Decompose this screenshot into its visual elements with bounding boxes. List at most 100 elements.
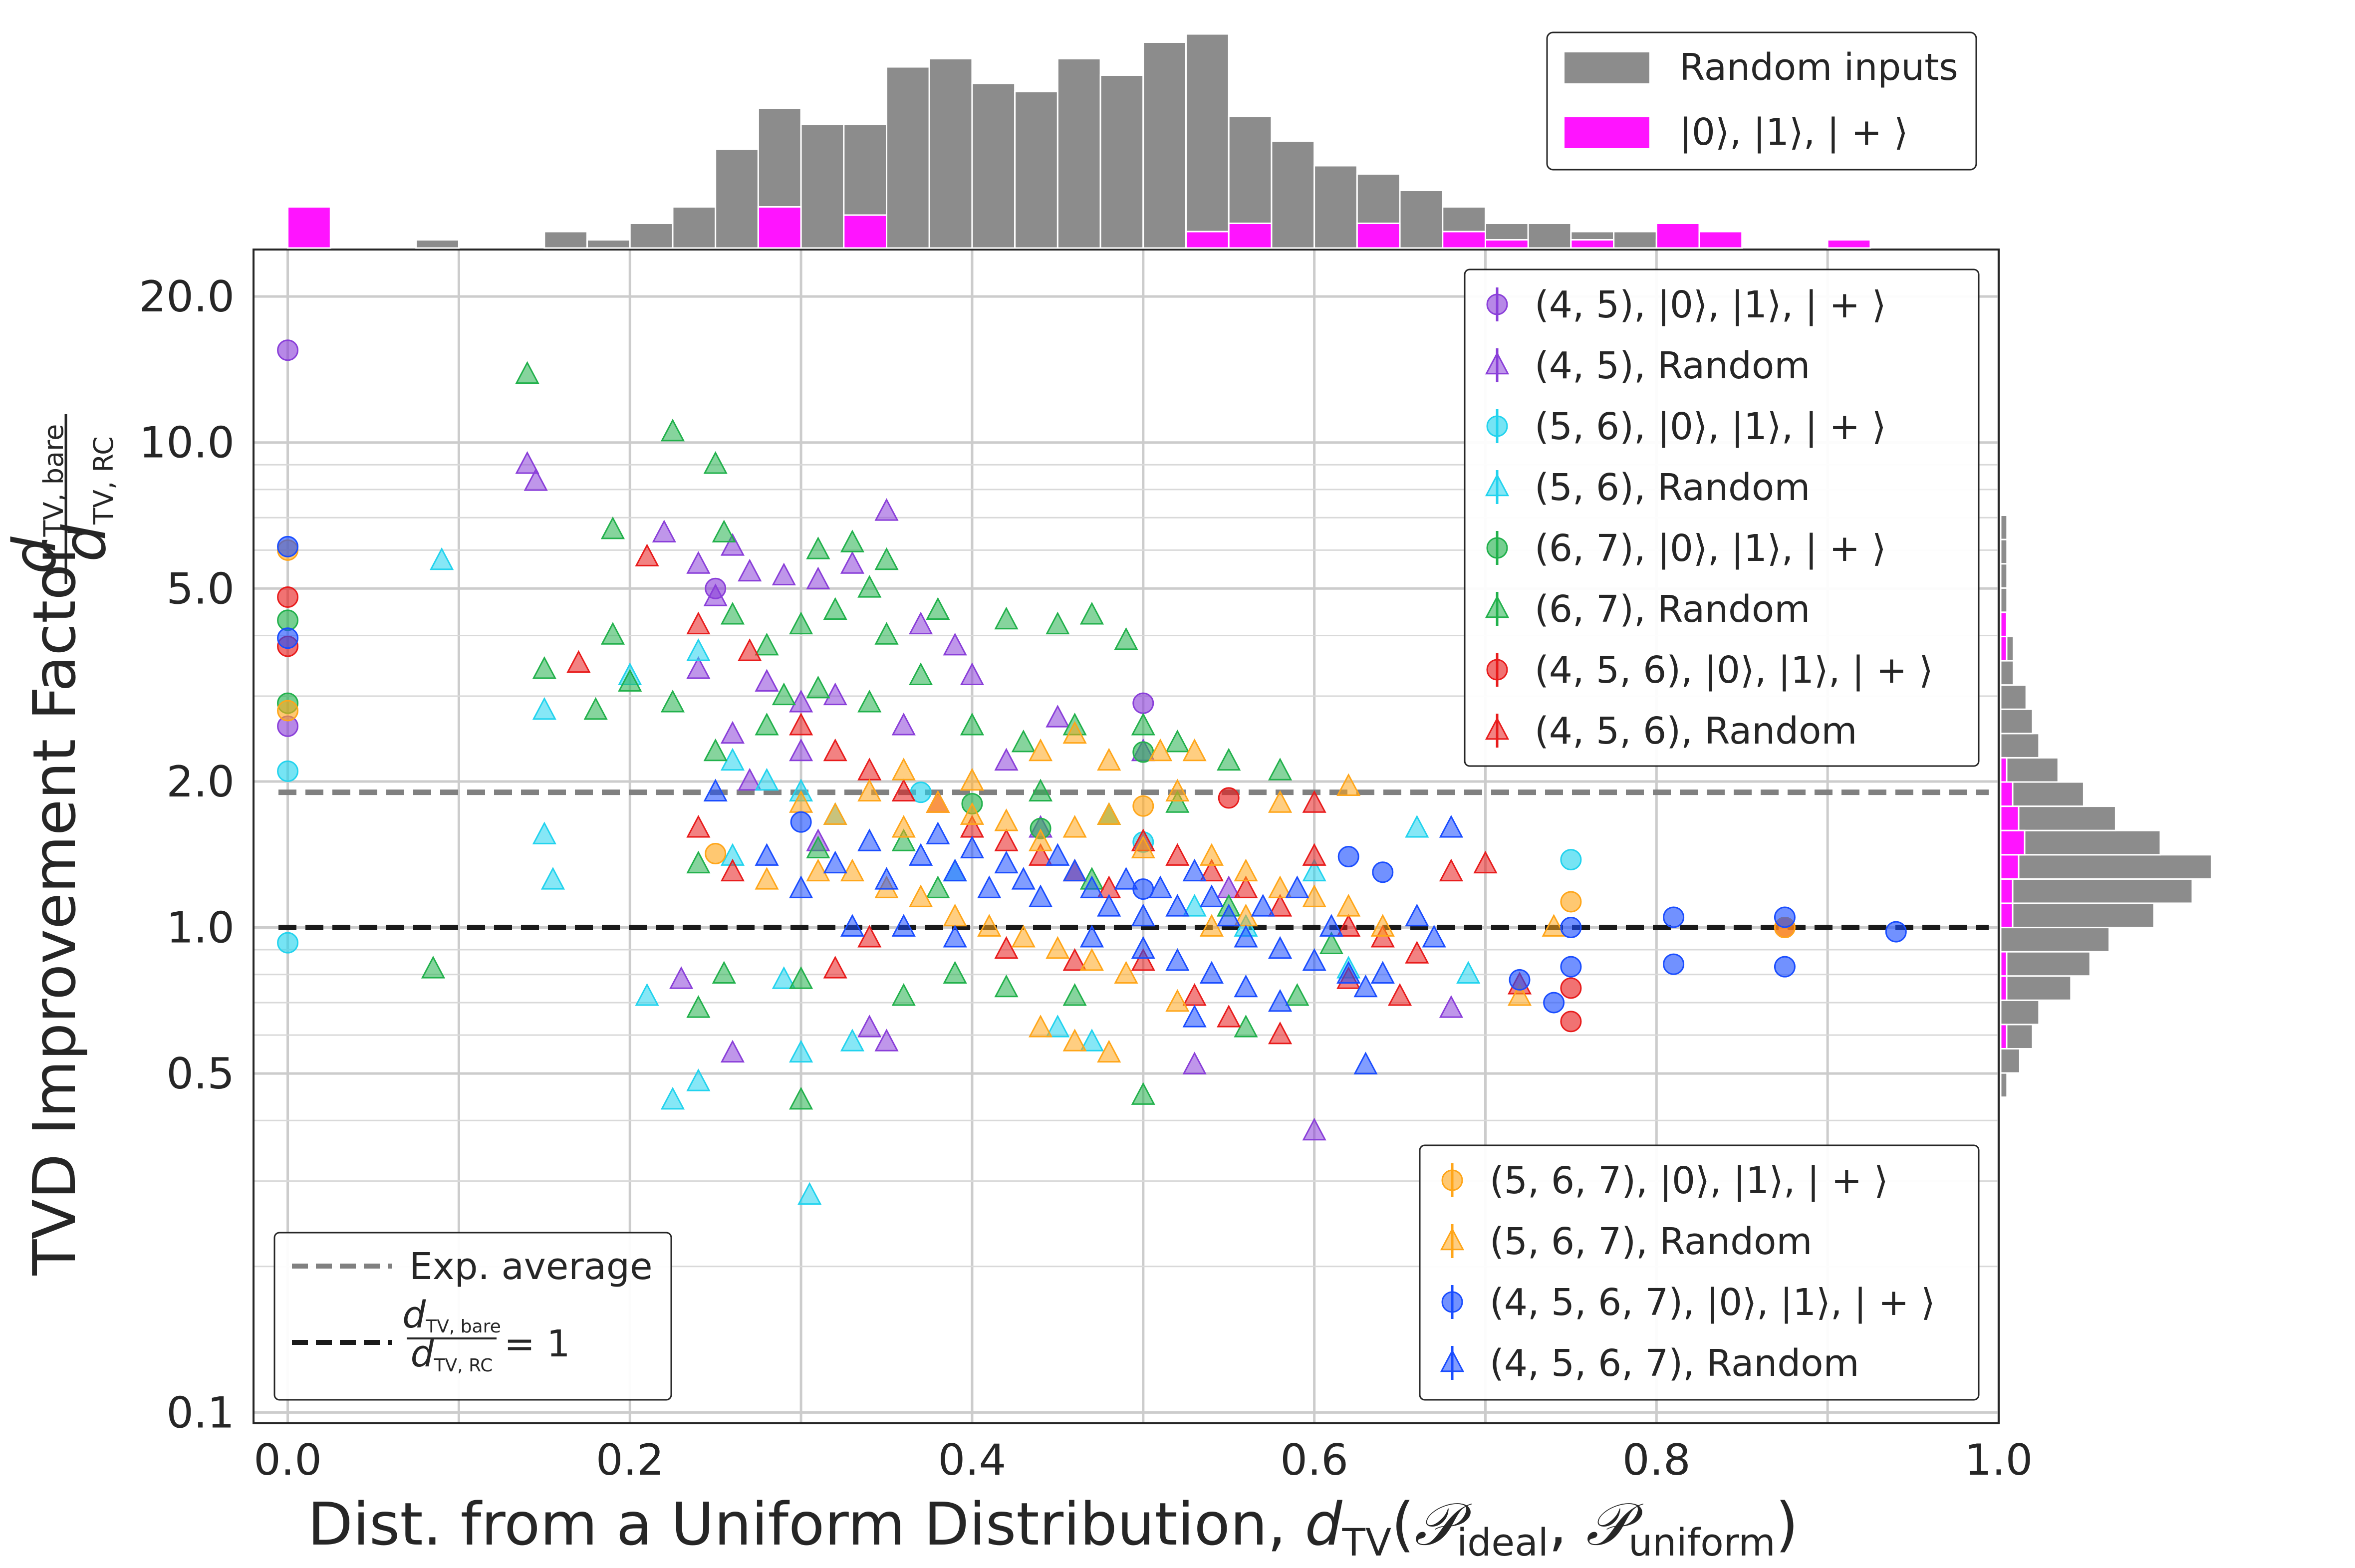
data-point-triangle (943, 961, 967, 984)
data-point-triangle (874, 622, 899, 645)
data-point-triangle (1062, 983, 1087, 1006)
data-point-triangle (1131, 903, 1155, 927)
data-point-triangle (806, 675, 830, 699)
data-point-triangle (686, 814, 711, 838)
data-point-triangle (1302, 884, 1326, 907)
data-point-circle (277, 535, 299, 557)
data-point-triangle (1097, 1040, 1121, 1063)
data-point-triangle (1165, 989, 1190, 1012)
top-hist-bar-special (1570, 239, 1615, 249)
data-point-triangle (789, 966, 813, 989)
data-point-triangle (823, 956, 847, 979)
data-point-circle (1372, 861, 1394, 883)
top-hist-bar-random (800, 124, 845, 249)
svg-text:dTV, bare: dTV, bare (402, 1294, 501, 1337)
data-point-triangle (1114, 961, 1138, 984)
data-point-triangle (1028, 779, 1053, 801)
data-point-triangle (1182, 1005, 1207, 1028)
data-point-circle (1560, 956, 1582, 978)
data-point-triangle (686, 611, 711, 635)
data-point-triangle (1285, 983, 1309, 1006)
top-hist-bar-random (543, 231, 588, 249)
legend-ratio-fraction: dTV, bare dTV, RC (402, 1294, 501, 1376)
data-point-triangle (1234, 924, 1258, 948)
y-tick-label: 0.1 (166, 1388, 235, 1438)
data-point-circle (277, 627, 299, 649)
top-hist-bar-random (886, 66, 930, 249)
data-point-triangle (1302, 843, 1326, 866)
data-point-triangle (652, 520, 676, 542)
legend-label-exp-average: Exp. average (409, 1245, 653, 1288)
svg-text:dTV, RC: dTV, RC (411, 1332, 493, 1376)
data-point-triangle (1079, 602, 1104, 625)
right-hist-bar-special (2000, 611, 2008, 637)
data-point-triangle (1268, 936, 1293, 959)
data-point-triangle (789, 611, 813, 635)
data-point-triangle (1199, 884, 1224, 907)
data-point-triangle (755, 843, 779, 866)
data-point-triangle (994, 808, 1019, 831)
data-point-triangle (891, 983, 916, 1006)
data-point-triangle (1165, 729, 1190, 753)
data-point-triangle (1268, 790, 1293, 813)
data-point-triangle (1217, 748, 1241, 771)
data-point-triangle (1182, 738, 1207, 762)
data-point-triangle (720, 602, 745, 625)
top-hist-bar-random (1399, 190, 1444, 249)
data-point-triangle (1046, 936, 1070, 959)
data-point-triangle (857, 779, 882, 801)
data-point-triangle (1473, 850, 1498, 874)
data-point-circle (1337, 846, 1359, 868)
data-point-triangle (1199, 961, 1224, 984)
legend-marker-circle (1441, 1291, 1463, 1313)
top-hist-bar-special (757, 206, 802, 249)
data-point-triangle (1285, 875, 1309, 898)
legend-swatch-special (1565, 117, 1649, 148)
top-hist-bar-random (672, 206, 717, 249)
data-point-triangle (1079, 948, 1104, 971)
legend-marker-triangle (1485, 595, 1510, 618)
data-point-triangle (1182, 858, 1207, 882)
data-point-triangle (1542, 914, 1566, 937)
data-point-triangle (738, 768, 762, 791)
data-point-triangle (660, 689, 685, 713)
data-point-triangle (840, 551, 865, 574)
data-point-circle (1560, 891, 1582, 913)
data-point-triangle (806, 566, 830, 590)
data-point-triangle (1165, 779, 1190, 801)
data-point-triangle (1097, 802, 1121, 825)
right-hist-bar-special (2000, 902, 2014, 929)
data-point-triangle (1405, 903, 1429, 927)
data-point-triangle (806, 858, 830, 882)
data-point-triangle (960, 662, 985, 685)
legend-entry-label: (6, 7), Random (1535, 588, 1810, 631)
top-hist-bar-special (843, 214, 888, 249)
data-point-triangle (943, 924, 967, 948)
data-point-triangle (891, 758, 916, 781)
data-point-triangle (1028, 1015, 1053, 1038)
data-point-triangle (806, 536, 830, 559)
data-point-circle (1663, 953, 1685, 975)
legend-entry-label: (4, 5, 6, 7), |0⟩, |1⟩, | + ⟩ (1490, 1281, 1935, 1324)
data-point-triangle (430, 547, 454, 570)
data-point-circle (1132, 795, 1154, 817)
top-hist-bar-special (1827, 239, 1871, 249)
data-point-triangle (515, 361, 539, 384)
data-point-triangle (789, 689, 813, 713)
data-point-circle (277, 586, 299, 608)
top-hist-bar-special (1484, 239, 1529, 249)
data-point-triangle (1336, 914, 1361, 937)
data-point-triangle (874, 547, 899, 570)
data-point-triangle (1302, 790, 1326, 813)
data-point-triangle (712, 961, 736, 984)
legend-entry-label: (5, 6), |0⟩, |1⟩, | + ⟩ (1535, 405, 1886, 448)
top-hist-bar-special (1698, 231, 1743, 249)
right-hist-bar-random (2000, 708, 2034, 735)
data-point-circle (1663, 906, 1685, 928)
right-hist-bar-random (2000, 951, 2091, 977)
data-point-triangle (823, 738, 847, 762)
data-point-triangle (1046, 1015, 1070, 1038)
right-hist-bar-random (2000, 975, 2072, 1001)
data-point-triangle (1217, 903, 1241, 927)
